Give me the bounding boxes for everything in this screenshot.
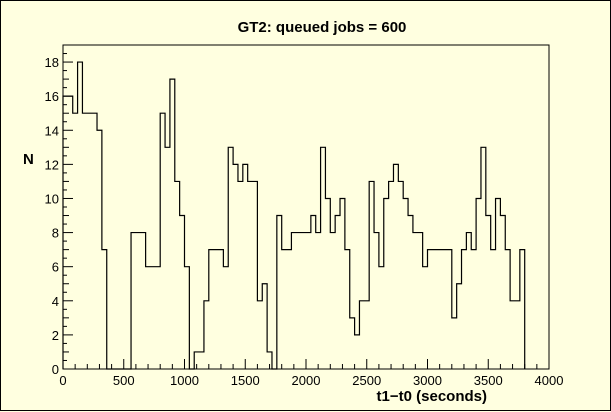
x-tick-label: 3500: [474, 373, 503, 388]
y-tick-label: 2: [52, 328, 59, 343]
y-tick-label: 14: [45, 123, 59, 138]
y-tick-label: 12: [45, 157, 59, 172]
x-tick-label: 1000: [170, 373, 199, 388]
y-tick-label: 16: [45, 89, 59, 104]
y-tick-label: 4: [52, 294, 59, 309]
y-tick-label: 10: [45, 191, 59, 206]
x-tick-label: 2000: [292, 373, 321, 388]
x-tick-label: 2500: [352, 373, 381, 388]
y-tick-label: 18: [45, 55, 59, 70]
y-axis-label: N: [23, 151, 34, 168]
y-tick-label: 8: [52, 226, 59, 241]
x-tick-label: 4000: [535, 373, 564, 388]
x-tick-label: 1500: [231, 373, 260, 388]
y-tick-label: 6: [52, 260, 59, 275]
chart-title: GT2: queued jobs = 600: [238, 19, 407, 36]
plot-area: [62, 44, 550, 370]
x-tick-label: 3000: [413, 373, 442, 388]
y-tick-label: 0: [52, 362, 59, 377]
histogram-series: [62, 61, 526, 370]
x-tick-label: 500: [113, 373, 135, 388]
x-axis-label: t1−t0 (seconds): [377, 388, 487, 405]
x-tick-label: 0: [59, 373, 66, 388]
